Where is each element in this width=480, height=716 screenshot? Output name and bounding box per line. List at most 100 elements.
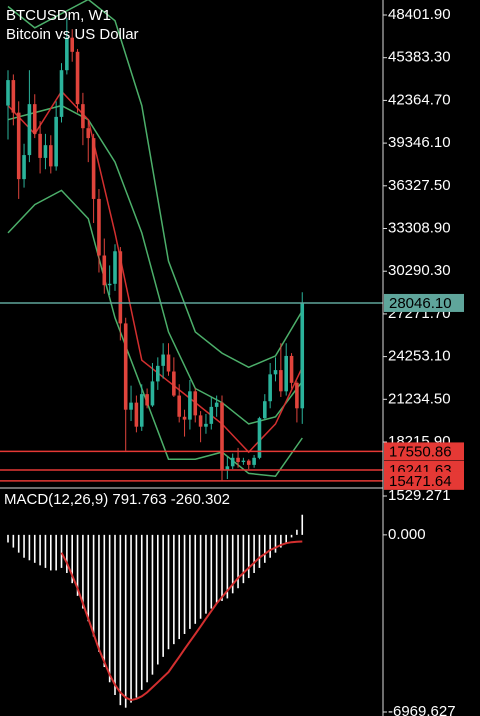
candle-body — [107, 283, 112, 286]
candle-body — [156, 365, 160, 382]
candle-body — [273, 370, 278, 375]
macd-bar — [17, 534, 20, 553]
overlay-line — [7, 104, 303, 425]
macd-bar — [103, 534, 106, 668]
candle-body — [263, 401, 267, 419]
candle-body — [113, 251, 117, 284]
macd-bar — [242, 534, 245, 584]
macd-bar — [199, 534, 202, 619]
macd-bar — [215, 534, 218, 604]
candle-body — [49, 145, 53, 167]
candle-body — [27, 104, 32, 156]
candle-body — [300, 302, 305, 409]
candle-body — [134, 402, 139, 427]
candle-body — [16, 112, 21, 180]
macd-bar — [98, 534, 100, 652]
macd-pane — [7, 514, 304, 708]
candle-body — [166, 354, 171, 372]
macd-bar — [296, 529, 298, 535]
candle-body — [75, 51, 80, 105]
chart-subtitle: Bitcoin vs US Dollar — [6, 26, 139, 43]
candle-body — [118, 251, 123, 324]
y-tick-label: 39346.10 — [388, 134, 451, 151]
macd-bar — [108, 534, 111, 683]
candle-body — [257, 418, 262, 458]
candle-body — [59, 70, 64, 117]
candle-body — [279, 370, 283, 392]
candle-body — [246, 460, 251, 465]
candle-body — [220, 402, 224, 471]
macd-bar — [194, 534, 197, 624]
candle-body — [241, 460, 246, 463]
macd-bar — [135, 534, 138, 698]
candle-body — [268, 374, 272, 402]
macd-bar — [157, 534, 159, 665]
macd-bar — [60, 534, 63, 568]
candle-body — [172, 371, 176, 396]
candle-body — [97, 198, 101, 256]
macd-bar — [66, 534, 68, 573]
y-tick-label: 33308.90 — [388, 219, 451, 236]
candle-body — [81, 104, 85, 129]
macd-bar — [92, 534, 95, 637]
macd-bar — [210, 534, 213, 609]
macd-bar — [55, 534, 57, 571]
y-tick-label: 36327.50 — [388, 177, 451, 194]
macd-bar — [173, 534, 175, 645]
candle-body — [43, 145, 48, 158]
candle-body — [70, 37, 74, 52]
macd-bar — [146, 534, 148, 683]
macd-bar — [253, 534, 255, 573]
candle-body — [193, 391, 198, 416]
axes: 48401.90 45383.30 42364.70 39346.10 36327.50… — [383, 6, 464, 716]
macd-bar — [269, 534, 271, 558]
candle-body — [295, 382, 299, 409]
y-tick-label: 30290.30 — [388, 262, 451, 279]
y-tick-label: 24253.10 — [388, 348, 451, 365]
macd-bar — [237, 534, 239, 589]
macd-header: MACD(12,26,9) 791.763 -260.302 — [4, 491, 230, 508]
signal-value: -260.302 — [171, 491, 230, 508]
price-level-label: 17550.86 — [389, 443, 452, 460]
candle-body — [150, 381, 155, 406]
candle-body — [236, 457, 240, 463]
signal-line — [60, 540, 303, 702]
candle-body — [102, 255, 107, 286]
candle-body — [91, 138, 96, 199]
price-level-label: 15471.64 — [389, 473, 452, 490]
candle-body — [139, 394, 144, 427]
macd-bar — [285, 534, 287, 543]
y-tick-label: 21234.50 — [388, 390, 451, 407]
y-tick-label: 1529.271 — [388, 487, 451, 504]
candle-body — [204, 423, 208, 427]
price-level-box — [384, 293, 464, 312]
candle-body — [230, 457, 235, 467]
candle-body — [38, 133, 42, 158]
macd-bar — [140, 534, 143, 690]
candle-body — [65, 37, 69, 71]
candle-body — [198, 415, 203, 427]
macd-bar — [167, 534, 170, 650]
macd-bar — [114, 534, 116, 695]
price-pane — [0, 0, 383, 482]
macd-bar — [162, 534, 164, 657]
macd-bar — [39, 534, 41, 566]
y-tick-label: 45383.30 — [388, 49, 451, 66]
candle-body — [86, 128, 91, 139]
macd-bar — [189, 534, 191, 629]
macd-bar — [301, 514, 304, 535]
macd-bar — [151, 534, 154, 675]
macd-bar — [87, 534, 90, 622]
candle-body — [22, 155, 26, 180]
macd-bar — [183, 534, 186, 634]
candle-body — [252, 457, 256, 465]
chart-title: BTCUSDm, W1 — [6, 7, 111, 24]
macd-value: 791.763 — [112, 491, 166, 508]
y-tick-label: 0.000 — [388, 526, 426, 543]
macd-bar — [82, 534, 84, 609]
y-tick-label: 48401.90 — [388, 6, 451, 23]
macd-bar — [119, 534, 122, 706]
macd-bar — [258, 534, 261, 568]
